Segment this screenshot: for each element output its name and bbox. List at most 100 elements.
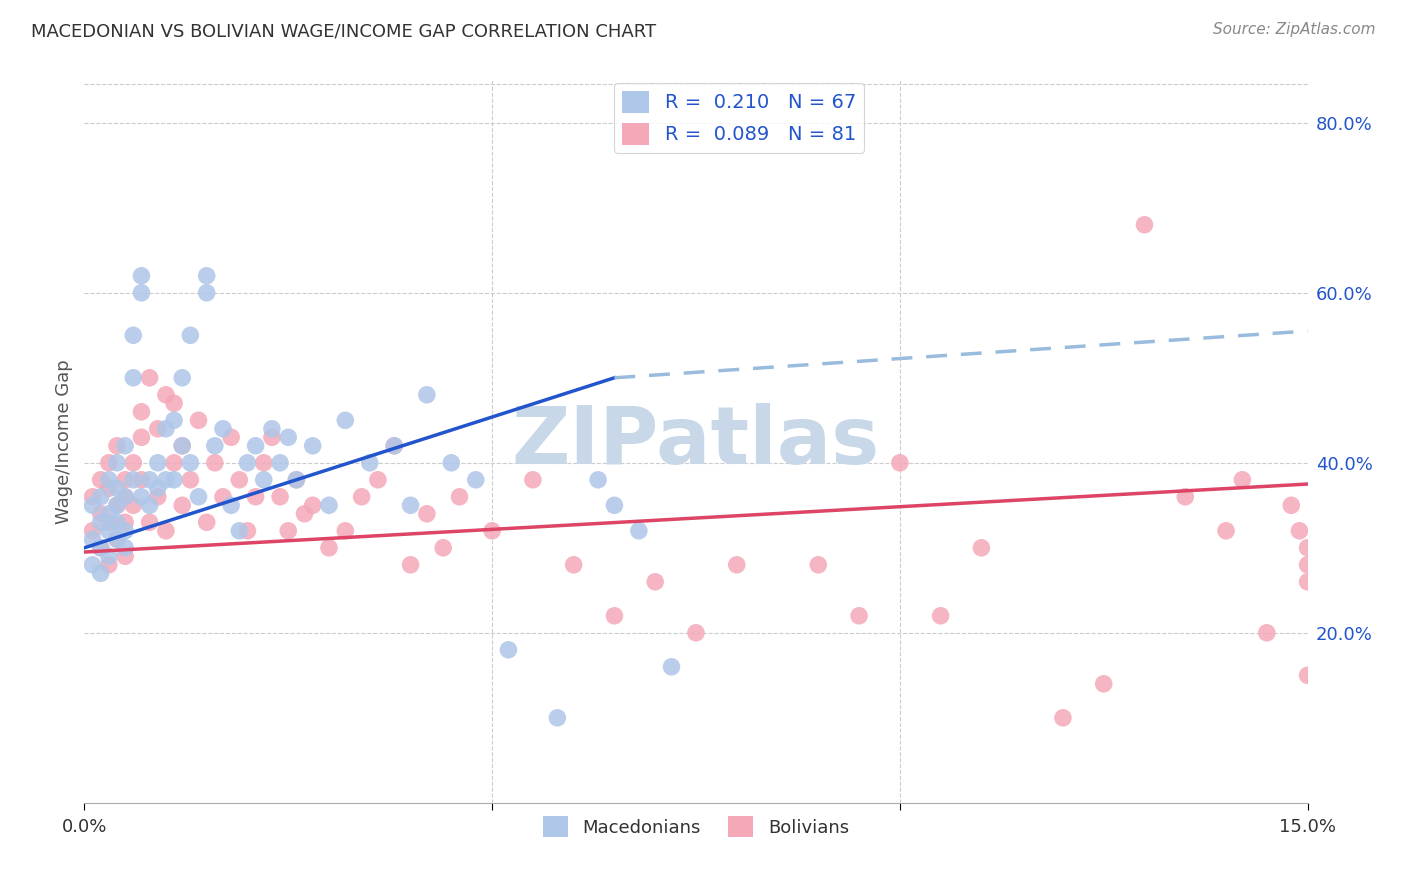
- Point: [725, 558, 748, 572]
- Point: [163, 473, 186, 487]
- Point: [90, 490, 112, 504]
- Point: [172, 439, 194, 453]
- Point: [131, 430, 153, 444]
- Point: [146, 490, 169, 504]
- Point: [481, 524, 503, 538]
- Point: [97, 473, 120, 487]
- Point: [138, 498, 160, 512]
- Point: [195, 285, 218, 300]
- Point: [1296, 558, 1319, 572]
- Point: [277, 430, 299, 444]
- Point: [114, 524, 136, 538]
- Point: [163, 396, 186, 410]
- Point: [1052, 711, 1074, 725]
- Point: [236, 524, 259, 538]
- Point: [848, 608, 870, 623]
- Point: [335, 524, 357, 538]
- Point: [155, 473, 177, 487]
- Point: [82, 524, 104, 538]
- Point: [562, 558, 585, 572]
- Point: [97, 558, 120, 572]
- Point: [90, 541, 112, 555]
- Point: [163, 413, 186, 427]
- Point: [1279, 498, 1302, 512]
- Point: [285, 473, 308, 487]
- Point: [155, 422, 177, 436]
- Point: [586, 473, 609, 487]
- Point: [350, 490, 373, 504]
- Point: [90, 516, 112, 530]
- Point: [269, 490, 291, 504]
- Point: [90, 473, 112, 487]
- Point: [172, 371, 194, 385]
- Point: [277, 524, 299, 538]
- Point: [105, 456, 128, 470]
- Point: [131, 473, 153, 487]
- Point: [82, 533, 104, 547]
- Point: [105, 533, 128, 547]
- Point: [138, 371, 160, 385]
- Point: [269, 456, 291, 470]
- Point: [212, 490, 235, 504]
- Point: [155, 524, 177, 538]
- Point: [382, 439, 405, 453]
- Point: [219, 430, 242, 444]
- Point: [253, 456, 276, 470]
- Point: [179, 456, 201, 470]
- Point: [236, 456, 259, 470]
- Point: [114, 473, 136, 487]
- Point: [546, 711, 568, 725]
- Point: [294, 507, 316, 521]
- Point: [114, 490, 136, 504]
- Point: [105, 439, 128, 453]
- Point: [179, 473, 201, 487]
- Point: [929, 608, 952, 623]
- Point: [889, 456, 911, 470]
- Point: [163, 456, 186, 470]
- Point: [187, 490, 209, 504]
- Point: [97, 516, 120, 530]
- Point: [122, 371, 145, 385]
- Point: [399, 498, 422, 512]
- Point: [1133, 218, 1156, 232]
- Point: [138, 516, 160, 530]
- Point: [90, 541, 112, 555]
- Point: [382, 439, 405, 453]
- Text: Source: ZipAtlas.com: Source: ZipAtlas.com: [1212, 22, 1375, 37]
- Point: [359, 456, 381, 470]
- Point: [138, 473, 160, 487]
- Text: MACEDONIAN VS BOLIVIAN WAGE/INCOME GAP CORRELATION CHART: MACEDONIAN VS BOLIVIAN WAGE/INCOME GAP C…: [31, 22, 657, 40]
- Text: ZIPatlas: ZIPatlas: [512, 402, 880, 481]
- Point: [1092, 677, 1115, 691]
- Point: [90, 507, 112, 521]
- Point: [97, 456, 120, 470]
- Point: [105, 498, 128, 512]
- Point: [146, 422, 169, 436]
- Point: [644, 574, 666, 589]
- Point: [661, 660, 683, 674]
- Point: [498, 642, 520, 657]
- Point: [335, 413, 357, 427]
- Point: [416, 388, 439, 402]
- Point: [82, 558, 104, 572]
- Point: [187, 413, 209, 427]
- Legend: Macedonians, Bolivians: Macedonians, Bolivians: [536, 809, 856, 845]
- Point: [219, 498, 242, 512]
- Point: [685, 625, 707, 640]
- Point: [253, 473, 276, 487]
- Point: [245, 490, 267, 504]
- Point: [228, 473, 250, 487]
- Point: [432, 541, 454, 555]
- Point: [285, 473, 308, 487]
- Point: [146, 481, 169, 495]
- Point: [122, 456, 145, 470]
- Point: [204, 456, 226, 470]
- Point: [1232, 473, 1254, 487]
- Point: [105, 516, 128, 530]
- Point: [90, 566, 112, 581]
- Point: [97, 481, 120, 495]
- Point: [122, 498, 145, 512]
- Point: [318, 541, 340, 555]
- Point: [416, 507, 439, 521]
- Point: [114, 439, 136, 453]
